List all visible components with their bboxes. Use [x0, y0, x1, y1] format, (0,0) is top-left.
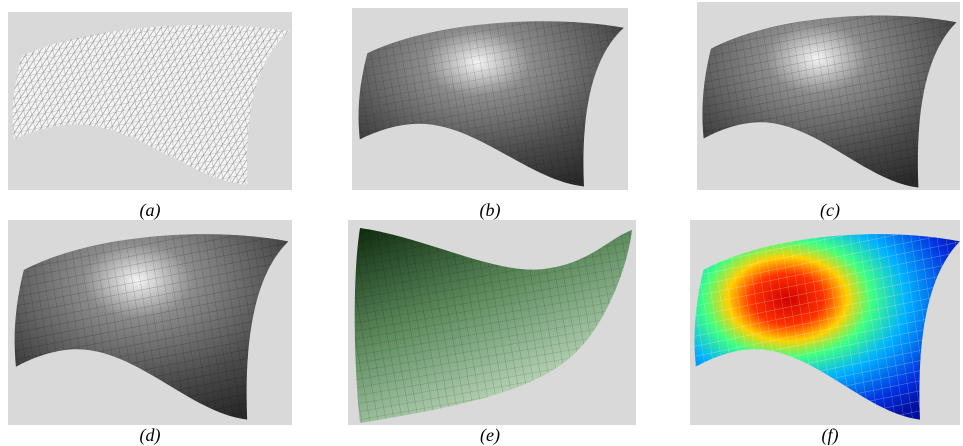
figure: (a) (b) (c) (d) (e): [0, 0, 963, 446]
panel-b: (b): [352, 8, 628, 221]
caption: (f): [822, 425, 839, 446]
caption: (a): [140, 200, 161, 221]
caption: (d): [140, 425, 161, 446]
panel-c: (c): [697, 2, 960, 221]
caption: (b): [480, 200, 501, 221]
panel-a: (a): [8, 12, 292, 221]
panel-e: (e): [348, 220, 636, 446]
caption: (e): [480, 425, 500, 446]
panel-f: (f): [690, 220, 960, 446]
caption: (c): [820, 200, 840, 221]
panel-d: (d): [8, 220, 292, 446]
